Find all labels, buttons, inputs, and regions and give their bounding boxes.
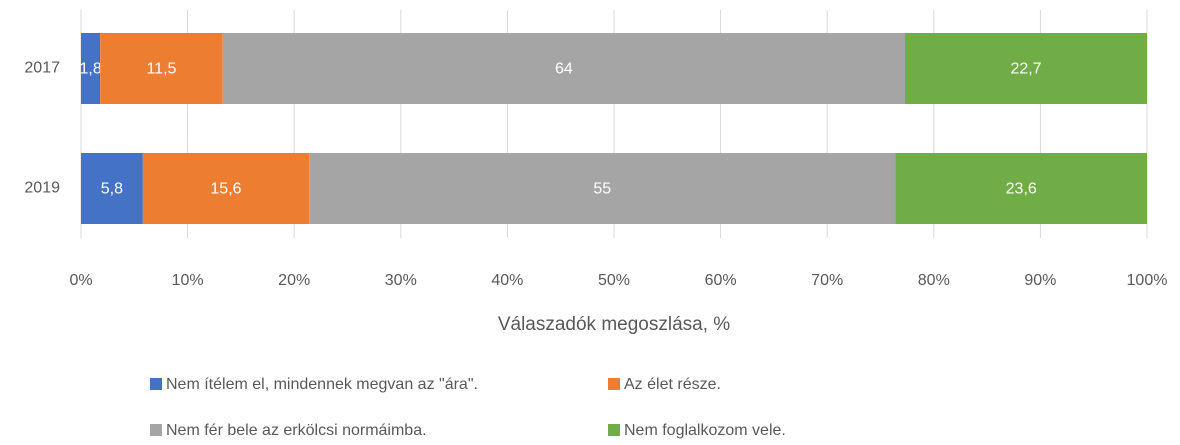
bar-segment	[905, 33, 1147, 104]
legend-label: Nem ítélem el, mindennek megvan az "ára"…	[166, 376, 478, 393]
data-label: 55	[593, 181, 611, 198]
bar-segment	[309, 153, 896, 224]
x-tick-label: 50%	[598, 272, 630, 289]
legend-swatch	[150, 378, 162, 390]
x-tick-label: 10%	[172, 272, 204, 289]
x-tick-label: 90%	[1024, 272, 1056, 289]
legend-label: Az élet része.	[624, 376, 721, 393]
bar-segment	[222, 33, 906, 104]
data-label: 23,6	[1006, 181, 1037, 198]
bar-segment	[81, 153, 143, 224]
bar-segment	[81, 33, 101, 104]
x-tick-label: 80%	[918, 272, 950, 289]
data-label: 1,8	[79, 61, 101, 78]
y-tick-label: 2017	[24, 60, 60, 77]
bar-segment	[142, 153, 310, 224]
x-tick-label: 70%	[811, 272, 843, 289]
legend-swatch	[608, 424, 620, 436]
legend-swatch	[150, 424, 162, 436]
bar-segment	[895, 153, 1147, 224]
x-axis-title: Válaszadók megoszlása, %	[498, 314, 730, 335]
x-tick-label: 0%	[69, 272, 92, 289]
bar-segment	[100, 33, 223, 104]
data-label: 22,7	[1010, 61, 1041, 78]
x-tick-label: 40%	[491, 272, 523, 289]
data-label: 11,5	[147, 61, 177, 78]
x-tick-label: 20%	[278, 272, 310, 289]
data-label: 15,6	[210, 181, 241, 198]
x-tick-label: 30%	[385, 272, 417, 289]
data-label: 64	[555, 61, 573, 78]
legend-swatch	[608, 378, 620, 390]
x-tick-label: 60%	[705, 272, 737, 289]
legend-label: Nem fér bele az erkölcsi normáimba.	[166, 422, 427, 439]
y-tick-label: 2019	[24, 180, 60, 197]
data-label: 5,8	[101, 181, 123, 198]
legend-label: Nem foglalkozom vele.	[624, 422, 786, 439]
x-tick-label: 100%	[1127, 272, 1168, 289]
